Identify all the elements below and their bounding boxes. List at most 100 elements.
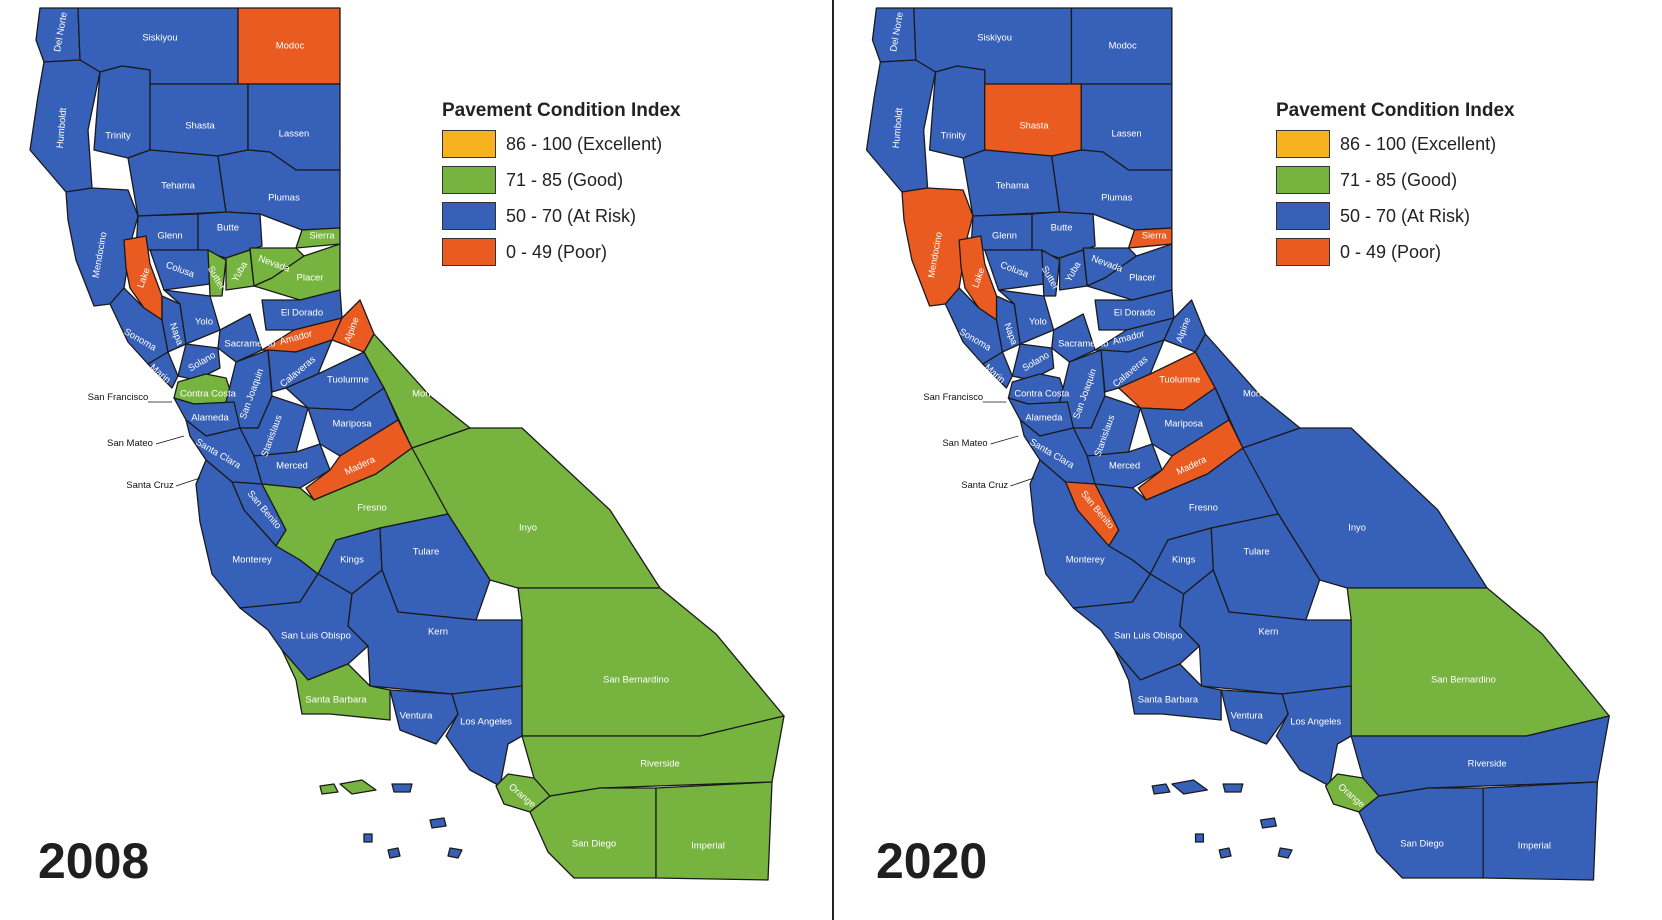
year-label-2008: 2008 — [38, 833, 150, 889]
county-label-el-dorado: El Dorado — [281, 308, 323, 319]
county-ventura — [389, 689, 459, 745]
legend-swatch-poor — [442, 238, 496, 266]
island-6 — [1277, 847, 1293, 859]
label-santa-cruz: Santa Cruz — [961, 479, 1008, 490]
county-label-sierra: Sierra — [309, 231, 335, 242]
county-label-santa-barbara: Santa Barbara — [305, 695, 367, 706]
legend-item-at-risk: 50 - 70 (At Risk) — [442, 198, 681, 234]
island-5 — [387, 847, 401, 859]
legend-title: Pavement Condition Index — [1276, 100, 1515, 121]
county-label-plumas: Plumas — [268, 193, 300, 204]
county-sutter — [1041, 249, 1061, 297]
county-label-tuolumne: Tuolumne — [1159, 373, 1200, 384]
leader-line-san-mateo — [990, 435, 1019, 445]
island-1 — [339, 779, 377, 795]
legend-item-good: 71 - 85 (Good) — [1276, 162, 1515, 198]
county-label-lassen: Lassen — [1112, 127, 1142, 138]
legend-label-excellent: 86 - 100 (Excellent) — [506, 133, 663, 154]
legend-swatch-poor — [1276, 238, 1330, 266]
county-label-tulare: Tulare — [413, 547, 440, 558]
legend-2020: Pavement Condition Index 86 - 100 (Excel… — [1276, 100, 1515, 270]
legend-label-good: 71 - 85 (Good) — [1340, 169, 1458, 190]
county-label-kern: Kern — [428, 627, 448, 638]
county-label-placer: Placer — [1129, 271, 1155, 282]
county-label-humboldt: Humboldt — [890, 107, 904, 149]
legend-label-at-risk: 50 - 70 (At Risk) — [1340, 205, 1471, 226]
island-3 — [1222, 783, 1244, 793]
county-label-fresno: Fresno — [357, 503, 387, 514]
county-label-butte: Butte — [1051, 221, 1073, 232]
county-label-fresno: Fresno — [1189, 501, 1218, 512]
county-label-imperial: Imperial — [1518, 839, 1551, 850]
legend-swatch-excellent — [442, 130, 496, 158]
county-santa-barbara — [281, 649, 391, 721]
legend-label-at-risk: 50 - 70 (At Risk) — [506, 205, 637, 226]
county-napa — [995, 295, 1021, 353]
county-label-lassen: Lassen — [279, 129, 310, 140]
county-label-siskiyou: Siskiyou — [142, 33, 177, 44]
county-sacramento — [217, 313, 263, 363]
county-san-bernardino — [1346, 587, 1610, 737]
county-label-shasta: Shasta — [185, 121, 215, 132]
county-label-contra-costa: Contra Costa — [1014, 387, 1070, 398]
legend-item-poor: 0 - 49 (Poor) — [442, 234, 681, 270]
label-san-francisco: San Francisco — [923, 391, 983, 402]
leader-line-santa-cruz — [1010, 477, 1035, 487]
island-3 — [391, 783, 413, 793]
county-label-san-bernardino: San Bernardino — [603, 675, 669, 686]
island-7 — [363, 833, 373, 843]
leader-line-santa-cruz — [175, 477, 201, 487]
county-label-siskiyou: Siskiyou — [977, 31, 1012, 42]
county-label-kern: Kern — [1259, 625, 1279, 636]
county-label-kings: Kings — [1172, 553, 1196, 564]
county-santa-barbara — [1114, 649, 1222, 721]
county-label-modoc: Modoc — [1109, 39, 1137, 50]
label-san-francisco: San Francisco — [88, 392, 149, 403]
legend-item-poor: 0 - 49 (Poor) — [1276, 234, 1515, 270]
legend-item-excellent: 86 - 100 (Excellent) — [1276, 126, 1515, 162]
county-label-riverside: Riverside — [1468, 757, 1507, 768]
county-label-los-angeles: Los Angeles — [1290, 715, 1341, 726]
legend-swatch-excellent — [1276, 130, 1330, 158]
county-label-imperial: Imperial — [691, 841, 725, 852]
county-label-tehama: Tehama — [161, 181, 196, 192]
county-label-glenn: Glenn — [992, 229, 1017, 240]
county-san-diego — [1358, 787, 1484, 879]
legend-swatch-good — [442, 166, 496, 194]
county-label-butte: Butte — [217, 223, 239, 234]
county-label-contra-costa: Contra Costa — [180, 389, 237, 400]
county-label-ventura: Ventura — [1231, 709, 1264, 720]
island-1 — [1171, 779, 1209, 795]
county-label-modoc: Modoc — [276, 41, 305, 52]
county-label-plumas: Plumas — [1101, 191, 1132, 202]
county-label-san-bernardino: San Bernardino — [1431, 673, 1496, 684]
county-ventura — [1220, 689, 1289, 745]
county-trinity — [928, 65, 986, 159]
legend-item-at-risk: 50 - 70 (At Risk) — [1276, 198, 1515, 234]
island-2 — [1151, 783, 1171, 795]
county-label-san-diego: San Diego — [1400, 837, 1444, 848]
county-label-sacramento: Sacramento — [224, 339, 275, 350]
legend-label-excellent: 86 - 100 (Excellent) — [1340, 133, 1497, 154]
county-label-san-luis-obispo: San Luis Obispo — [1114, 629, 1183, 640]
county-label-yolo: Yolo — [1029, 315, 1047, 326]
county-sutter — [207, 249, 227, 297]
county-label-el-dorado: El Dorado — [1114, 306, 1156, 317]
county-label-kings: Kings — [340, 555, 364, 566]
county-los-angeles — [1275, 685, 1352, 787]
county-label-mono: Mono — [1243, 387, 1266, 398]
county-label-merced: Merced — [276, 461, 308, 472]
island-4 — [1259, 817, 1277, 829]
island-7 — [1194, 833, 1205, 843]
county-yolo — [997, 289, 1055, 345]
county-label-merced: Merced — [1109, 459, 1140, 470]
county-label-ventura: Ventura — [400, 711, 433, 722]
county-napa — [161, 295, 187, 353]
legend-2008: Pavement Condition Index 86 - 100 (Excel… — [442, 100, 681, 270]
county-label-tulare: Tulare — [1244, 545, 1270, 556]
county-trinity — [93, 65, 151, 159]
county-label-tuolumne: Tuolumne — [327, 375, 369, 386]
label-san-mateo: San Mateo — [107, 438, 153, 449]
county-san-bernardino — [517, 587, 785, 737]
